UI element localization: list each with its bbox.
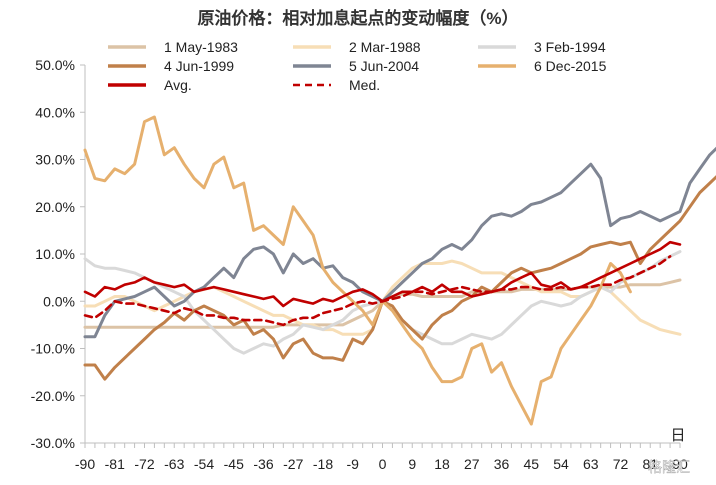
series-line-8 (83, 255, 672, 327)
x-tick-label: -54 (194, 456, 214, 472)
series-line-5 (83, 146, 716, 339)
legend-label: 4 Jun-1999 (164, 58, 234, 74)
x-tick-label: 90 (672, 456, 688, 472)
x-tick-label: -27 (283, 456, 303, 472)
legend-label: 3 Feb-1994 (534, 39, 606, 55)
axes (84, 65, 680, 444)
x-ticks: -90 -81 -72 -63 -54 -45 -36 -27 -18 -9 0 9 18 27 36 45 5… (75, 443, 688, 472)
y-tick-label: 20.0% (35, 199, 75, 215)
x-tick-label: 45 (523, 456, 539, 472)
x-tick-label: -81 (105, 456, 125, 472)
y-tick-label: 0.0% (43, 293, 75, 309)
x-tick-label: -36 (253, 456, 273, 472)
legend-label: Med. (349, 77, 380, 93)
series-line-4 (83, 175, 716, 381)
x-tick-label: 36 (494, 456, 510, 472)
x-tick-label: -9 (347, 456, 360, 472)
y-tick-label: -20.0% (31, 388, 75, 404)
series-lines (83, 115, 716, 426)
watermark-text: 格隆汇 (648, 459, 690, 475)
y-tick-label: -30.0% (31, 435, 75, 451)
x-tick-label: 27 (464, 456, 480, 472)
x-tick-label: -18 (313, 456, 333, 472)
x-tick-label: -72 (134, 456, 154, 472)
legend-label: Avg. (164, 77, 192, 93)
y-tick-label: 10.0% (35, 246, 75, 262)
series-line-6 (83, 115, 632, 426)
y-tick-label: 30.0% (35, 152, 75, 168)
x-tick-label: 54 (553, 456, 569, 472)
x-axis-label: 日 (670, 427, 685, 444)
legend: 1 May-1983 2 Mar-1988 3 Feb-1994 4 Jun-1999… (108, 39, 607, 93)
series-line-2 (83, 259, 682, 336)
legend-label: 1 May-1983 (164, 39, 238, 55)
x-tick-label: 81 (642, 456, 658, 472)
legend-label: 2 Mar-1988 (349, 39, 421, 55)
x-tick-label: 0 (379, 456, 387, 472)
x-tick-label: 18 (434, 456, 450, 472)
y-tick-label: -10.0% (31, 341, 75, 357)
x-tick-label: 9 (408, 456, 416, 472)
y-tick-label: 40.0% (35, 104, 75, 120)
x-tick-label: -90 (75, 456, 95, 472)
legend-label: 6 Dec-2015 (534, 58, 607, 74)
x-tick-label: 63 (583, 456, 599, 472)
x-tick-label: -45 (224, 456, 244, 472)
y-ticks: 50.0% 40.0% 30.0% 20.0% 10.0% 0.0% -10.0% -20.0… (31, 57, 85, 451)
legend-label: 5 Jun-2004 (349, 58, 419, 74)
x-tick-label: 72 (613, 456, 629, 472)
chart-title: 原油价格：相对加息起点的变动幅度（%） (197, 8, 518, 28)
x-tick-label: -63 (164, 456, 184, 472)
y-tick-label: 50.0% (35, 57, 75, 73)
series-line-7 (83, 240, 682, 308)
